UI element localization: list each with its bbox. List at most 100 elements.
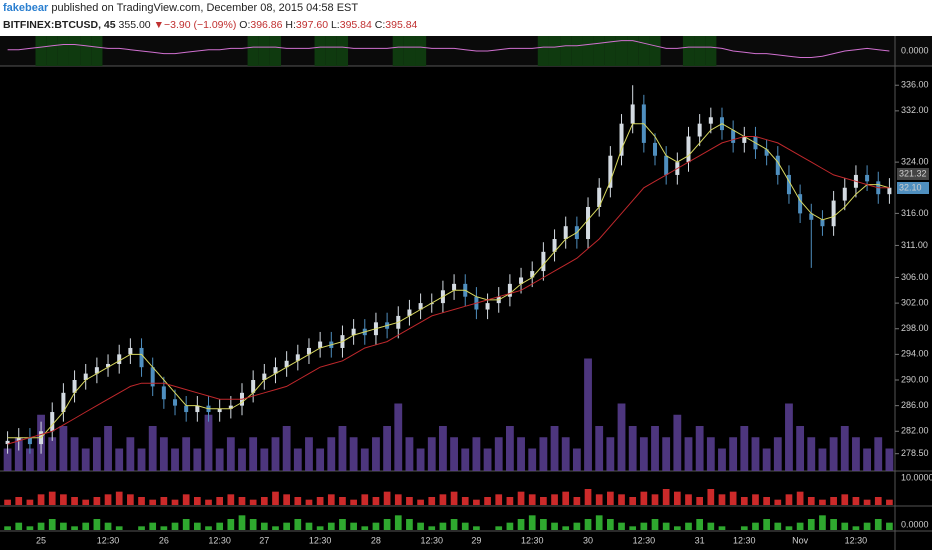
x-tick-label: 12:30 [845,535,868,545]
volume-bar [171,448,179,471]
oscillator-zone [649,36,661,66]
volume-bar [762,448,771,471]
panel3-bar [439,494,447,505]
panel3-bar [729,491,737,505]
y-tick-label: 336.00 [901,80,929,90]
candle-body [809,213,814,220]
panel4-bar [417,522,424,530]
panel4-bar [439,522,447,530]
candle-body [184,405,189,413]
panel3-bar [350,499,357,505]
high: 397.60 [295,19,329,31]
oscillator-zone [403,36,416,66]
x-tick-label: 26 [159,535,169,545]
candle-body [586,206,591,240]
panel3-bar [60,494,67,505]
candle-body [27,437,32,445]
panel4-bar [249,519,257,530]
panel4-bar [673,526,681,530]
panel3-bar [238,497,246,505]
y-tick-label: 282.00 [901,426,929,436]
panel3-bar [595,494,603,505]
x-tick-label: 12:30 [633,535,656,545]
symbol: BITFINEX:BTCUSD, 45 [3,19,116,31]
panel4-bar [305,522,313,530]
y-tick-label: 0.0000 [901,519,929,529]
panel4-bar [104,522,112,530]
arrow: ▼ [153,19,164,31]
oscillator-zone [627,36,639,66]
panel3-bar [495,494,503,505]
volume-bar [293,448,302,471]
panel3-bar [127,494,134,505]
x-tick-label: 31 [695,535,705,545]
panel4-bar [48,519,56,530]
volume-bar [115,448,124,471]
volume-bar [740,426,749,471]
panel4-bar [696,519,704,530]
panel4-bar [450,519,458,530]
candle-body [150,367,155,387]
panel4-bar [361,526,369,530]
panel3-bar [93,497,101,505]
panel3-bar [852,497,860,505]
panel4-bar [71,526,78,530]
x-tick-label: 12:30 [309,535,332,545]
volume-bar [148,426,157,471]
candle-body [5,440,10,445]
candle-body [485,303,490,310]
panel3-bar [305,499,313,505]
candle-body [251,380,256,393]
panel3-bar [4,499,11,505]
volume-bar [706,437,715,471]
oscillator-zone [46,36,58,66]
panel4-bar [327,522,335,530]
candle-body [228,405,233,409]
panel3-bar [651,494,659,505]
volume-bar [617,403,626,471]
panel3-bar [618,494,625,505]
panel4-bar [640,522,648,530]
panel3-bar [562,491,570,505]
panel3-bar [629,497,637,505]
panel3-bar [696,497,704,505]
volume-bar [673,414,682,471]
candle-body [139,347,144,368]
volume-bar [785,403,793,471]
panel4-bar [852,526,860,530]
panel3-bar [752,494,759,505]
volume-bar [81,448,90,471]
panel3-bar [361,494,369,505]
author[interactable]: fakebear [3,2,49,14]
volume-bar [360,448,369,471]
published: published on TradingView.com, December 0… [51,2,359,14]
candle-body [284,360,289,368]
panel4-bar [216,522,224,530]
panel4-bar [595,515,603,530]
volume-bar [662,437,671,471]
panel4-bar [540,519,547,530]
volume-bar [751,437,760,471]
panel4-bar [182,519,190,530]
candle-body [653,142,658,156]
oscillator-zone [68,36,81,66]
y-tick-label: 294.00 [901,349,929,359]
panel4-bar [473,526,480,530]
panel3-bar [339,497,346,505]
publish-line: fakebear published on TradingView.com, D… [3,2,358,14]
x-tick-label: 28 [371,535,381,545]
volume-bar [226,437,235,471]
volume-bar [651,426,659,471]
volume-bar [595,426,604,471]
price-tag-bg [897,182,929,194]
panel4-bar [528,515,536,530]
panel3-bar [71,497,78,505]
panel3-bar [205,499,212,505]
candle-body [128,347,133,355]
panel4-bar [461,522,469,530]
panel3-bar [785,494,793,505]
x-tick-label: 12:30 [521,535,544,545]
panel3-bar [260,497,268,505]
panel4-bar [618,522,625,530]
